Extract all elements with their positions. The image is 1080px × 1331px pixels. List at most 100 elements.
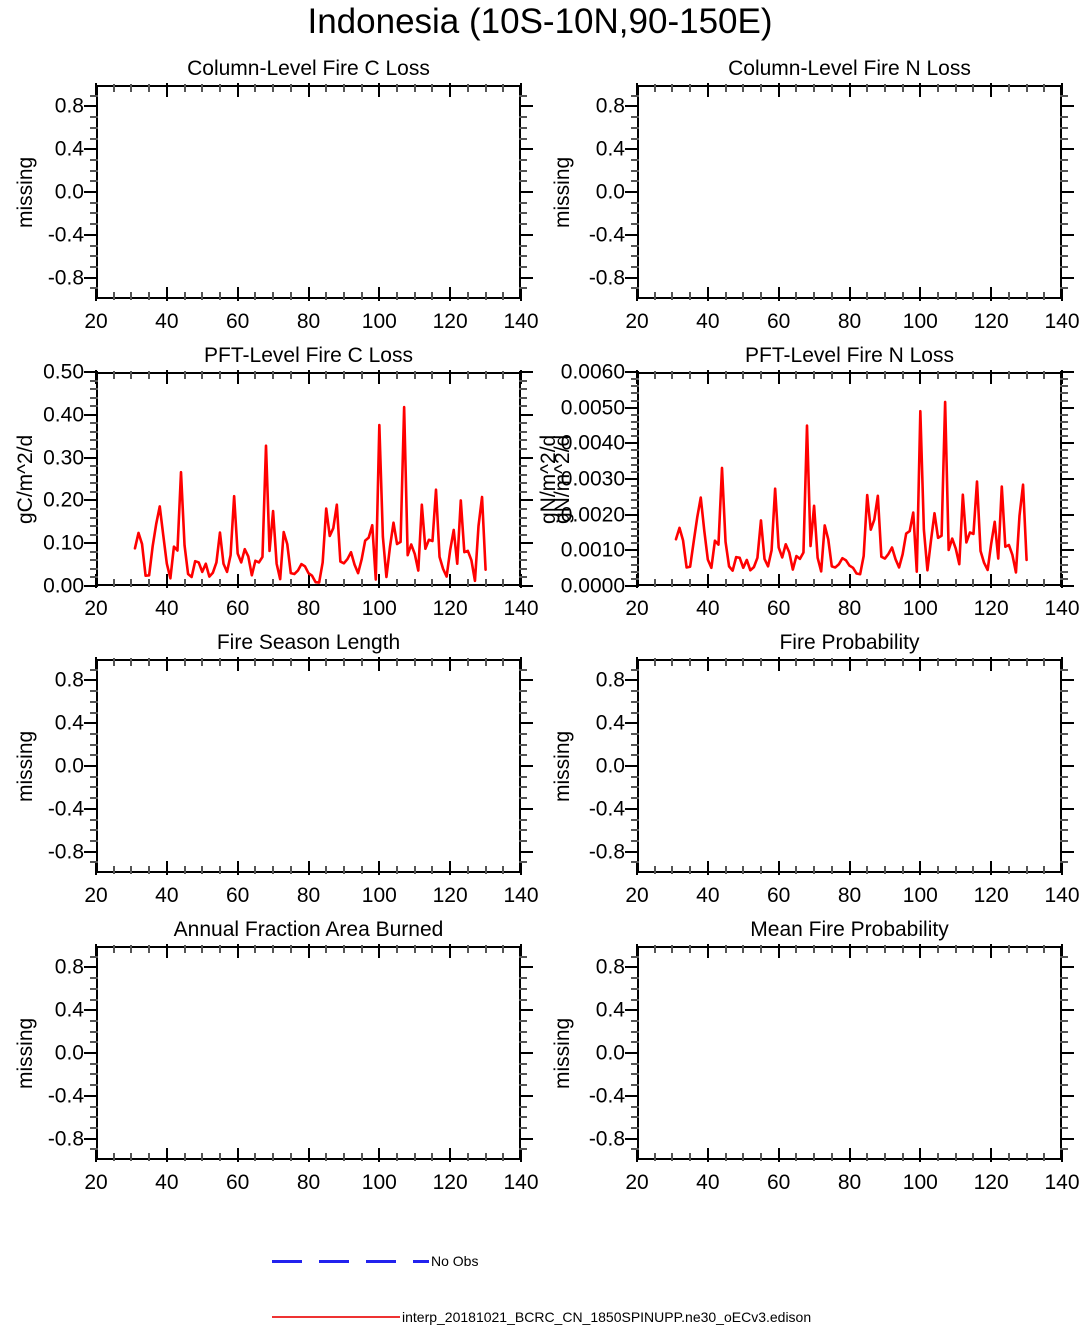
- ytick-major-left-3: [84, 499, 98, 502]
- ytick-minor-r: [1060, 668, 1068, 671]
- ytick-minor-r: [519, 711, 527, 714]
- xtick-minor-b: [724, 1153, 727, 1161]
- ytick-minor-l: [90, 265, 98, 268]
- xtick-minor-b: [289, 579, 292, 587]
- xtick-minor-t: [413, 84, 416, 92]
- ytick-minor-l: [631, 732, 639, 735]
- series-layer-pft-fire-n-loss: [674, 400, 1028, 576]
- panel-pft-fire-c-loss: PFT-Level Fire C Loss 20 40 60 80 100 120 140 0.…: [14, 345, 560, 619]
- ytick-label-pft-fire-c-loss-5: 0.00: [43, 574, 84, 598]
- xtick-minor-t: [325, 945, 328, 953]
- xtick-minor-b: [201, 866, 204, 874]
- xtick-label-pft-fire-n-loss-1: 40: [696, 597, 720, 620]
- ytick-label-column-fire-c-loss-0: 0.8: [54, 94, 84, 118]
- plot-area-column-fire-n-loss[interactable]: [637, 85, 1062, 299]
- ytick-minor-r: [1060, 378, 1068, 381]
- ytick-major-left-1: [84, 413, 98, 416]
- ytick-label-annual-fraction-burned-4: -0.8: [47, 1127, 84, 1151]
- ytick-major-right-5: [519, 585, 533, 587]
- xtick-major-top-5: [990, 83, 993, 97]
- y-axis-label-column-fire-n-loss: missing: [551, 156, 574, 228]
- xtick-minor-b: [937, 866, 940, 874]
- xtick-major-top-6: [1061, 370, 1063, 384]
- xtick-minor-t: [671, 84, 674, 92]
- panel-fire-probability: Fire Probability 20 40 60 80 100 120 140 0.8 0.4 0…: [551, 632, 1080, 906]
- ytick-minor-l: [90, 379, 98, 382]
- xtick-minor-t: [937, 658, 940, 666]
- xtick-minor-b: [130, 292, 133, 300]
- ytick-major-right-2: [519, 1052, 533, 1054]
- xtick-minor-b: [289, 866, 292, 874]
- page-title: Indonesia (10S-10N,90-150E): [307, 2, 773, 41]
- ytick-label-annual-fraction-burned-2: 0.0: [54, 1041, 84, 1065]
- xtick-minor-t: [866, 371, 869, 379]
- xtick-minor-t: [1043, 371, 1046, 379]
- xtick-minor-t: [1007, 945, 1010, 953]
- ytick-minor-r: [1060, 287, 1068, 290]
- plot-area-annual-fraction-burned[interactable]: [96, 946, 521, 1160]
- ytick-major-right-3: [1060, 478, 1074, 480]
- ytick-minor-r: [519, 998, 527, 1001]
- xtick-minor-t: [724, 371, 727, 379]
- xtick-label-pft-fire-n-loss-0: 20: [625, 597, 649, 620]
- xtick-minor-b: [883, 1153, 886, 1161]
- ytick-major-right-3: [519, 1094, 533, 1097]
- ytick-minor-r: [519, 576, 527, 579]
- xtick-minor-b: [1025, 866, 1028, 874]
- xtick-minor-t: [183, 658, 186, 666]
- plot-area-column-fire-c-loss[interactable]: [96, 85, 521, 299]
- xtick-label-fire-probability-4: 100: [902, 884, 938, 907]
- xtick-minor-t: [484, 84, 487, 92]
- ytick-major-right-4: [519, 850, 533, 853]
- xtick-major-bottom-0: [636, 287, 638, 301]
- ytick-minor-r: [519, 786, 527, 789]
- xtick-major-bottom-3: [848, 861, 851, 875]
- xtick-major-bottom-0: [636, 861, 638, 875]
- xtick-major-bottom-6: [520, 861, 522, 875]
- ytick-major-left-3: [84, 233, 98, 236]
- ytick-minor-l: [631, 786, 639, 789]
- xtick-minor-t: [484, 945, 487, 953]
- xtick-major-top-0: [95, 944, 97, 958]
- ytick-minor-l: [631, 1084, 639, 1087]
- ytick-label-pft-fire-n-loss-1: 0.0050: [560, 396, 625, 420]
- ytick-minor-r: [1060, 535, 1068, 538]
- xtick-minor-b: [218, 579, 221, 587]
- ytick-minor-l: [90, 668, 98, 671]
- xtick-minor-b: [689, 292, 692, 300]
- xtick-major-bottom-5: [990, 574, 993, 588]
- ytick-minor-r: [1060, 449, 1068, 452]
- xtick-minor-t: [342, 945, 345, 953]
- xtick-minor-b: [148, 292, 151, 300]
- xtick-minor-t: [671, 945, 674, 953]
- ytick-minor-l: [631, 711, 639, 714]
- xtick-minor-b: [937, 579, 940, 587]
- xtick-major-top-5: [990, 944, 993, 958]
- ytick-minor-l: [631, 839, 639, 842]
- xtick-label-pft-fire-c-loss-5: 120: [432, 597, 468, 620]
- xtick-minor-b: [813, 579, 816, 587]
- xtick-minor-b: [254, 1153, 257, 1161]
- ytick-minor-l: [631, 378, 639, 381]
- xtick-label-column-fire-c-loss-3: 80: [296, 310, 321, 333]
- xtick-minor-b: [742, 292, 745, 300]
- xtick-major-bottom-4: [378, 574, 381, 588]
- ytick-major-left-2: [625, 1052, 639, 1054]
- plot-area-fire-probability[interactable]: [637, 659, 1062, 873]
- ytick-minor-r: [519, 525, 527, 528]
- xtick-minor-b: [972, 292, 975, 300]
- plot-area-fire-season-length[interactable]: [96, 659, 521, 873]
- ytick-minor-l: [631, 775, 639, 778]
- ytick-minor-r: [519, 388, 527, 391]
- ytick-minor-r: [1060, 435, 1068, 438]
- ytick-major-right-4: [1060, 513, 1074, 516]
- ytick-label-column-fire-n-loss-3: -0.4: [588, 223, 625, 247]
- panel-fire-season-length: Fire Season Length 20 40 60 80 100 120 140 0.8 0.…: [14, 632, 539, 906]
- plot-area-mean-fire-probability[interactable]: [637, 946, 1062, 1160]
- xtick-minor-b: [813, 1153, 816, 1161]
- xtick-minor-b: [1043, 866, 1046, 874]
- ytick-minor-l: [90, 786, 98, 789]
- xtick-major-bottom-6: [520, 574, 522, 588]
- xtick-minor-b: [954, 292, 957, 300]
- xtick-label-annual-fraction-burned-5: 120: [432, 1171, 468, 1194]
